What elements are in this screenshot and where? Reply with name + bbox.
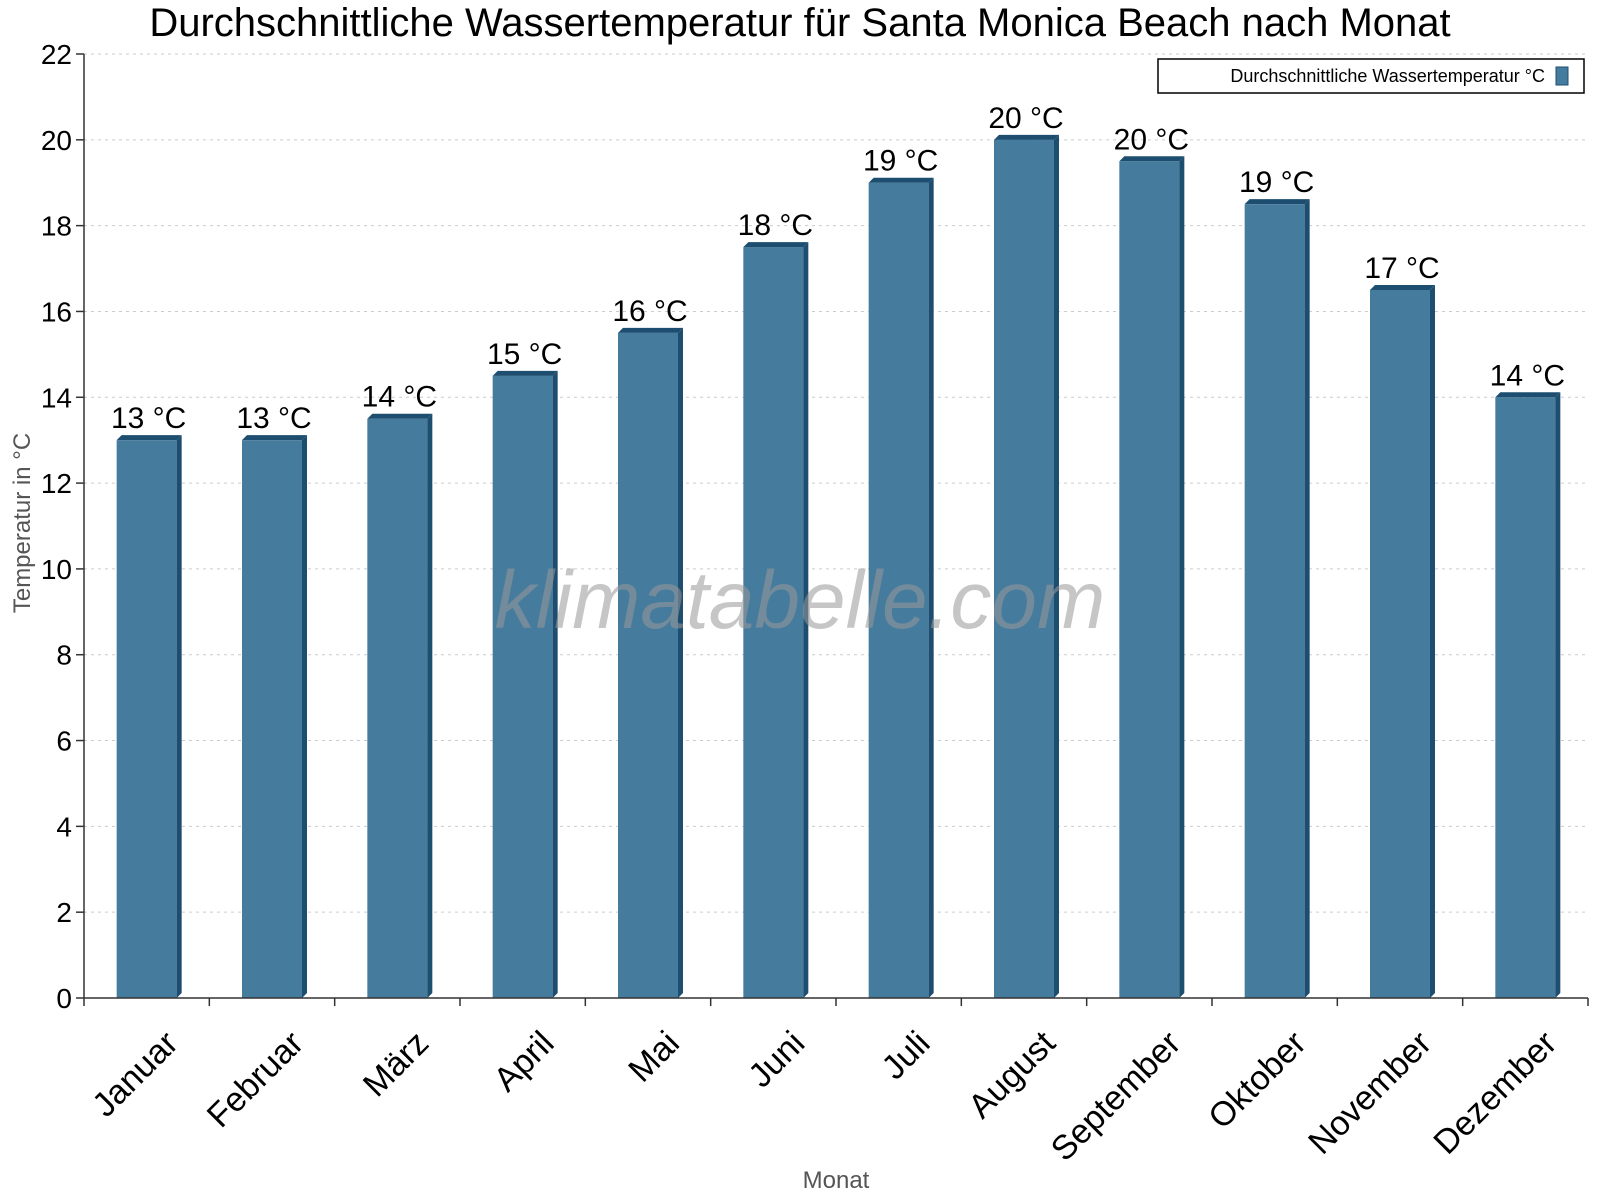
- bar-side: [302, 435, 307, 998]
- bar-group: [868, 177, 934, 998]
- legend-box: [1157, 58, 1585, 94]
- bar-side: [678, 327, 683, 999]
- bar-side: [1179, 156, 1185, 999]
- data-label: 19 °C: [863, 145, 938, 178]
- bar-top: [1119, 156, 1185, 162]
- x-tick-label: Januar: [85, 1024, 185, 1124]
- bar-group: [242, 435, 307, 998]
- data-label: 20 °C: [1114, 123, 1189, 156]
- y-tick-label: 2: [56, 897, 72, 928]
- data-label: 13 °C: [236, 402, 311, 435]
- bar: [868, 182, 929, 998]
- bar: [743, 247, 804, 998]
- y-tick-label: 8: [56, 640, 72, 671]
- bar-top: [618, 327, 683, 333]
- bar-group: [743, 242, 809, 998]
- x-tick-label: April: [487, 1024, 562, 1099]
- bar-group: [1244, 199, 1310, 998]
- axes: [76, 53, 1589, 1006]
- x-tick-label: März: [356, 1024, 436, 1104]
- data-label: 19 °C: [1239, 166, 1314, 199]
- y-tick-label: 4: [56, 811, 72, 842]
- y-tick-label: 6: [56, 726, 72, 757]
- bar-side: [928, 177, 934, 998]
- bar-group: [1495, 392, 1561, 999]
- bar: [618, 332, 678, 999]
- bar-group: [994, 134, 1059, 998]
- bar: [1244, 204, 1305, 998]
- bar: [1495, 397, 1556, 999]
- chart-title: Durchschnittliche Wassertemperatur für S…: [149, 1, 1450, 45]
- bar: [994, 139, 1054, 998]
- y-tick-label: 22: [41, 39, 72, 70]
- gridlines: [84, 53, 1588, 913]
- y-axis-title: Temperatur in °C: [9, 433, 36, 613]
- x-axis-title: Monat: [803, 1167, 870, 1194]
- bar-side: [176, 435, 182, 998]
- x-tick-label: Juni: [741, 1024, 812, 1095]
- y-tick-label: 12: [41, 468, 72, 499]
- bar: [242, 440, 302, 998]
- bar-top: [492, 370, 558, 376]
- bar-top: [1495, 392, 1561, 398]
- data-labels: 13 °C 13 °C 14 °C 15 °C 16 °C 18 °C 19 °C 20 °C…: [111, 102, 1565, 435]
- bar-top: [868, 177, 934, 183]
- x-tick-label: Oktober: [1201, 1024, 1313, 1136]
- data-label: 18 °C: [738, 209, 813, 242]
- bar-group: [492, 370, 558, 998]
- legend-swatch: [1555, 66, 1569, 86]
- bar: [492, 375, 553, 998]
- bar: [367, 418, 428, 998]
- bar-group: [367, 413, 433, 998]
- bar-group: [618, 327, 683, 999]
- y-tick-label: 10: [41, 554, 72, 585]
- bar-side: [1054, 134, 1059, 998]
- bar-top: [743, 242, 809, 248]
- data-label: 16 °C: [612, 295, 687, 328]
- bar-top: [994, 134, 1059, 140]
- x-tick-label: August: [961, 1024, 1063, 1126]
- watermark: klimatabelle.com: [495, 555, 1106, 646]
- bar: [1119, 161, 1180, 999]
- y-tick-label: 0: [56, 983, 72, 1014]
- legend: Durchschnittliche Wassertemperatur °C: [1157, 58, 1585, 94]
- bar-group: [116, 435, 182, 998]
- bar-top: [367, 413, 433, 419]
- data-label: 15 °C: [487, 338, 562, 371]
- y-tick-label: 16: [41, 296, 72, 327]
- x-tick-label: November: [1301, 1024, 1439, 1162]
- x-tick-label: Mai: [621, 1024, 687, 1090]
- data-label: 14 °C: [362, 381, 437, 414]
- bar-side: [552, 370, 558, 998]
- x-tick-label: Juli: [875, 1024, 938, 1087]
- bar-side: [1304, 199, 1310, 998]
- y-tick-label: 14: [41, 382, 72, 413]
- bar-top: [116, 435, 182, 441]
- bar: [116, 440, 177, 998]
- x-tick-label: September: [1044, 1024, 1188, 1168]
- data-label: 20 °C: [988, 102, 1063, 135]
- bar-side: [427, 413, 433, 998]
- bar-side: [1430, 285, 1435, 998]
- y-tick-label: 20: [41, 125, 72, 156]
- bar-top: [1370, 285, 1435, 290]
- bar-group: [1370, 285, 1435, 998]
- y-tick-label: 18: [41, 211, 72, 242]
- data-label: 17 °C: [1364, 252, 1439, 285]
- data-label: 14 °C: [1490, 359, 1565, 392]
- bar-group: [1119, 156, 1185, 999]
- x-tick-label: Februar: [200, 1024, 311, 1135]
- bars: [116, 134, 1561, 999]
- data-label: 13 °C: [111, 402, 186, 435]
- bar: [1370, 290, 1430, 998]
- bar-top: [1244, 199, 1310, 205]
- x-tick-label: Dezember: [1426, 1024, 1564, 1162]
- bar-top: [242, 435, 307, 441]
- bar-side: [803, 242, 809, 998]
- legend-label: Durchschnittliche Wassertemperatur °C: [1230, 66, 1545, 86]
- bar-side: [1555, 392, 1561, 999]
